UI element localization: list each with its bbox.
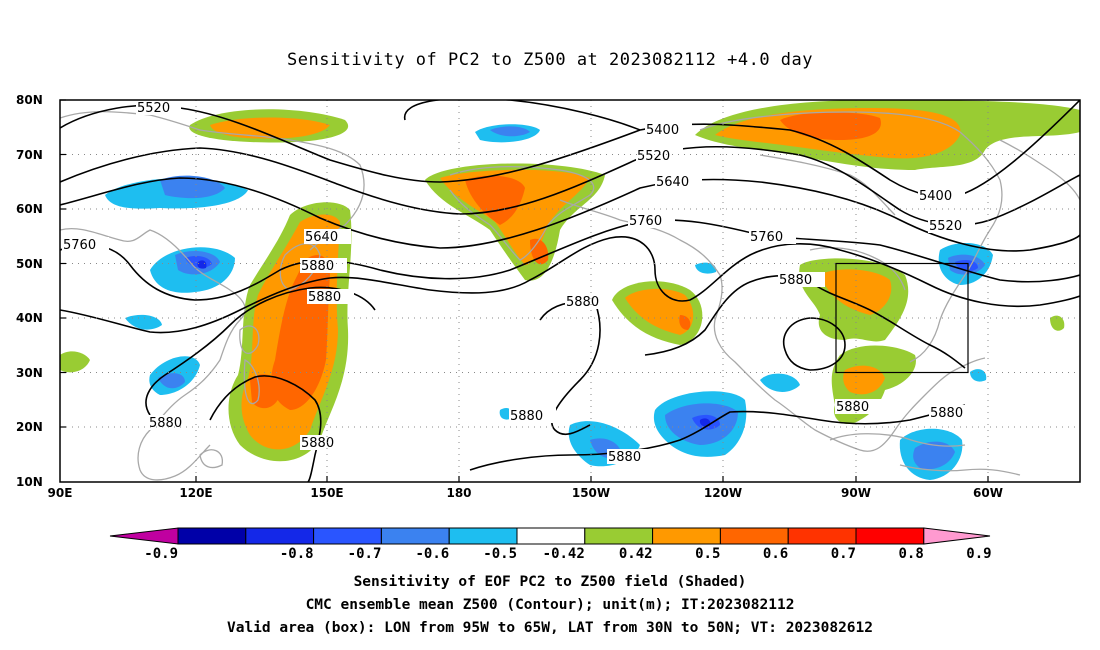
contour-label: 5880 [510,409,543,424]
longitude-labels: 90E 120E 150E 180 150W 120W 90W 60W [48,486,1003,500]
colorbar-swatch [584,527,654,545]
plot-frame [59,99,1081,483]
colorbar-swatch [448,527,518,545]
lat-label: 40N [16,311,43,325]
contour-label: 5880 [149,416,182,431]
colorbar-tick-label: 0.8 [899,546,924,562]
lat-label: 50N [16,257,43,271]
colorbar-tick-label: 0.5 [695,546,720,562]
lat-label: 20N [16,420,43,434]
lat-label: 80N [16,93,43,107]
lon-label: 90W [841,486,871,500]
contour-label: 5880 [301,259,334,274]
lon-label: 90E [48,486,73,500]
colorbar-swatch [719,527,789,545]
lon-label: 120E [179,486,212,500]
contour-label: 5400 [646,123,679,138]
colorbar: -0.9 -0.8 -0.7 -0.6 -0.5 -0.42 0.42 0.5 0.6 0.7 0.… [109,527,992,562]
contour-label: 5760 [629,214,662,229]
lat-label: 30N [16,366,43,380]
coastlines [60,110,1080,481]
colorbar-tick-label: -0.7 [348,546,382,562]
colorbar-swatch [177,527,247,545]
lon-label: 150E [310,486,343,500]
lon-label: 60W [973,486,1003,500]
colorbar-tick-label: 0.7 [831,546,856,562]
contour-label: 5520 [137,101,170,116]
colorbar-end-high [923,527,991,545]
lat-label: 60N [16,202,43,216]
contour-label: 5880 [779,273,812,288]
latitude-labels: 80N 70N 60N 50N 40N 30N 20N 10N [16,93,43,489]
colorbar-swatch [787,527,857,545]
contour-labels: 5520 5400 5520 5640 5400 5520 5760 5640 … [62,100,976,465]
colorbar-swatch [313,527,382,545]
caption-contour: CMC ensemble mean Z500 (Contour); unit(m… [305,597,795,613]
contour-label: 5760 [750,230,783,245]
colorbar-tick-label: 0.42 [619,546,653,562]
caption-shading: Sensitivity of EOF PC2 to Z500 field (Sh… [353,574,747,590]
contour-label: 5760 [63,238,96,253]
contour-label: 5520 [637,149,670,164]
lon-label: 120W [704,486,742,500]
contour-label: 5640 [656,175,689,190]
colorbar-tick-label: 0.6 [763,546,788,562]
colorbar-swatch [855,527,925,545]
valid-area-box [835,262,969,374]
lat-label: 70N [16,148,43,162]
contour-label: 5880 [301,436,334,451]
colorbar-tick-label: -0.8 [280,546,314,562]
colorbar-swatch [652,527,721,545]
contour-label: 5640 [305,230,338,245]
colorbar-swatch [245,527,315,545]
lon-label: 180 [446,486,471,500]
negative-sensitivity-shading [105,124,993,480]
lat-label: 10N [16,475,43,489]
caption-valid-area: Valid area (box): LON from 95W to 65W, L… [226,620,873,636]
colorbar-swatch [380,527,450,545]
colorbar-tick-label: -0.5 [483,546,517,562]
colorbar-end-low [109,527,179,545]
map-title: Sensitivity of PC2 to Z500 at 2023082112… [286,50,813,70]
colorbar-tick-label: -0.9 [144,546,178,562]
lon-label: 150W [572,486,610,500]
contour-label: 5880 [308,290,341,305]
contour-label: 5880 [566,295,599,310]
colorbar-swatch [516,527,586,545]
grid-lines [60,100,1080,482]
contour-label: 5880 [836,400,869,415]
colorbar-tick-label: 0.9 [966,546,991,562]
contour-label: 5880 [930,406,963,421]
contour-label: 5520 [929,219,962,234]
axis-ticks [60,99,989,482]
contour-label: 5400 [919,189,952,204]
colorbar-tick-label: -0.42 [543,546,585,562]
colorbar-tick-label: -0.6 [415,546,449,562]
contour-label: 5880 [608,450,641,465]
